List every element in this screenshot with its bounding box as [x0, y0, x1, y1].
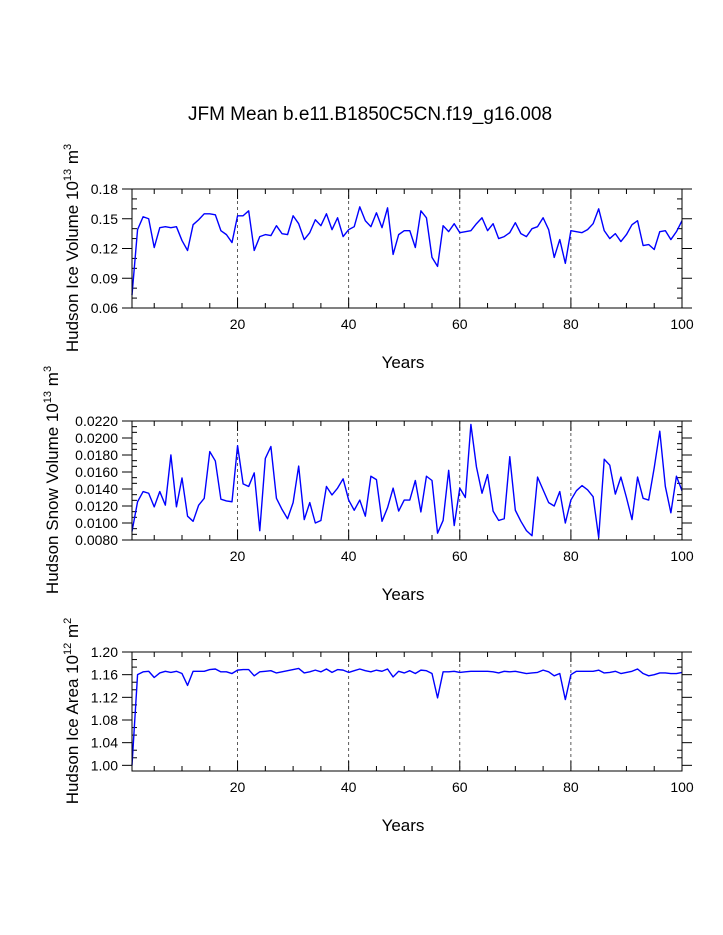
- x-tick-label: 100: [670, 548, 694, 564]
- series-line: [131, 423, 683, 539]
- x-tick-label: 60: [452, 548, 468, 564]
- ice-volume-panel: 20 40 60 80 100 0.06 0.09 0.12 0.15 0.18 Years Huds…: [62, 144, 694, 372]
- y-axis-label: Hudson Ice Volume 1013 m3: [62, 144, 82, 352]
- x-tick-label: 100: [670, 779, 694, 795]
- y-tick-label: 1.00: [91, 757, 118, 773]
- chart-title: JFM Mean b.e11.B1850C5CN.f19_g16.008: [188, 104, 552, 125]
- y-tick-label: 0.0220: [75, 413, 118, 429]
- x-axis-label: Years: [382, 353, 425, 372]
- x-tick-label: 100: [670, 316, 694, 332]
- snow-volume-panel: 20 40 60 80 100 0.00800.01000.01200.01400.016…: [42, 366, 694, 604]
- x-tick-label: 40: [341, 779, 357, 795]
- y-tick-label: 1.12: [91, 689, 118, 705]
- x-tick-label: 80: [563, 548, 579, 564]
- y-tick-label: 0.12: [91, 241, 118, 257]
- y-tick-label: 1.08: [91, 712, 118, 728]
- y-tick-label: 0.0100: [75, 515, 118, 531]
- y-axis-label: Hudson Ice Area 1012 m2: [62, 618, 82, 805]
- y-axis-label: Hudson Snow Volume 1013 m3: [42, 366, 62, 594]
- x-axis-label: Years: [382, 816, 425, 835]
- x-tick-label: 20: [230, 548, 246, 564]
- y-tick-label: 0.0120: [75, 498, 118, 514]
- x-tick-label: 60: [452, 316, 468, 332]
- y-tick-label: 0.0180: [75, 447, 118, 463]
- y-tick-label: 1.04: [91, 735, 118, 751]
- series-line: [131, 206, 683, 296]
- y-tick-label: 0.15: [91, 211, 118, 227]
- y-tick-label: 0.18: [91, 181, 118, 197]
- x-tick-label: 80: [563, 779, 579, 795]
- x-tick-label: 20: [230, 316, 246, 332]
- x-tick-label: 80: [563, 316, 579, 332]
- ice-area-panel: 20 40 60 80 100 1.00 1.04 1.08 1.12 1.16 1.20 Years…: [62, 618, 694, 835]
- y-tick-label: 0.0160: [75, 464, 118, 480]
- x-tick-label: 40: [341, 316, 357, 332]
- plot-frame: [131, 651, 683, 772]
- y-tick-label: 1.16: [91, 667, 118, 683]
- plot-frame: [131, 420, 683, 541]
- y-tick-label: 0.0080: [75, 532, 118, 548]
- y-tick-label: 0.0140: [75, 481, 118, 497]
- series-line: [131, 667, 683, 766]
- y-tick-label: 0.06: [91, 300, 118, 316]
- y-tick-label: 0.0200: [75, 430, 118, 446]
- x-tick-label: 40: [341, 548, 357, 564]
- x-tick-label: 60: [452, 779, 468, 795]
- x-tick-label: 20: [230, 779, 246, 795]
- y-tick-label: 1.20: [91, 644, 118, 660]
- x-axis-label: Years: [382, 585, 425, 604]
- y-tick-label: 0.09: [91, 270, 118, 286]
- plot-frame: [131, 188, 683, 309]
